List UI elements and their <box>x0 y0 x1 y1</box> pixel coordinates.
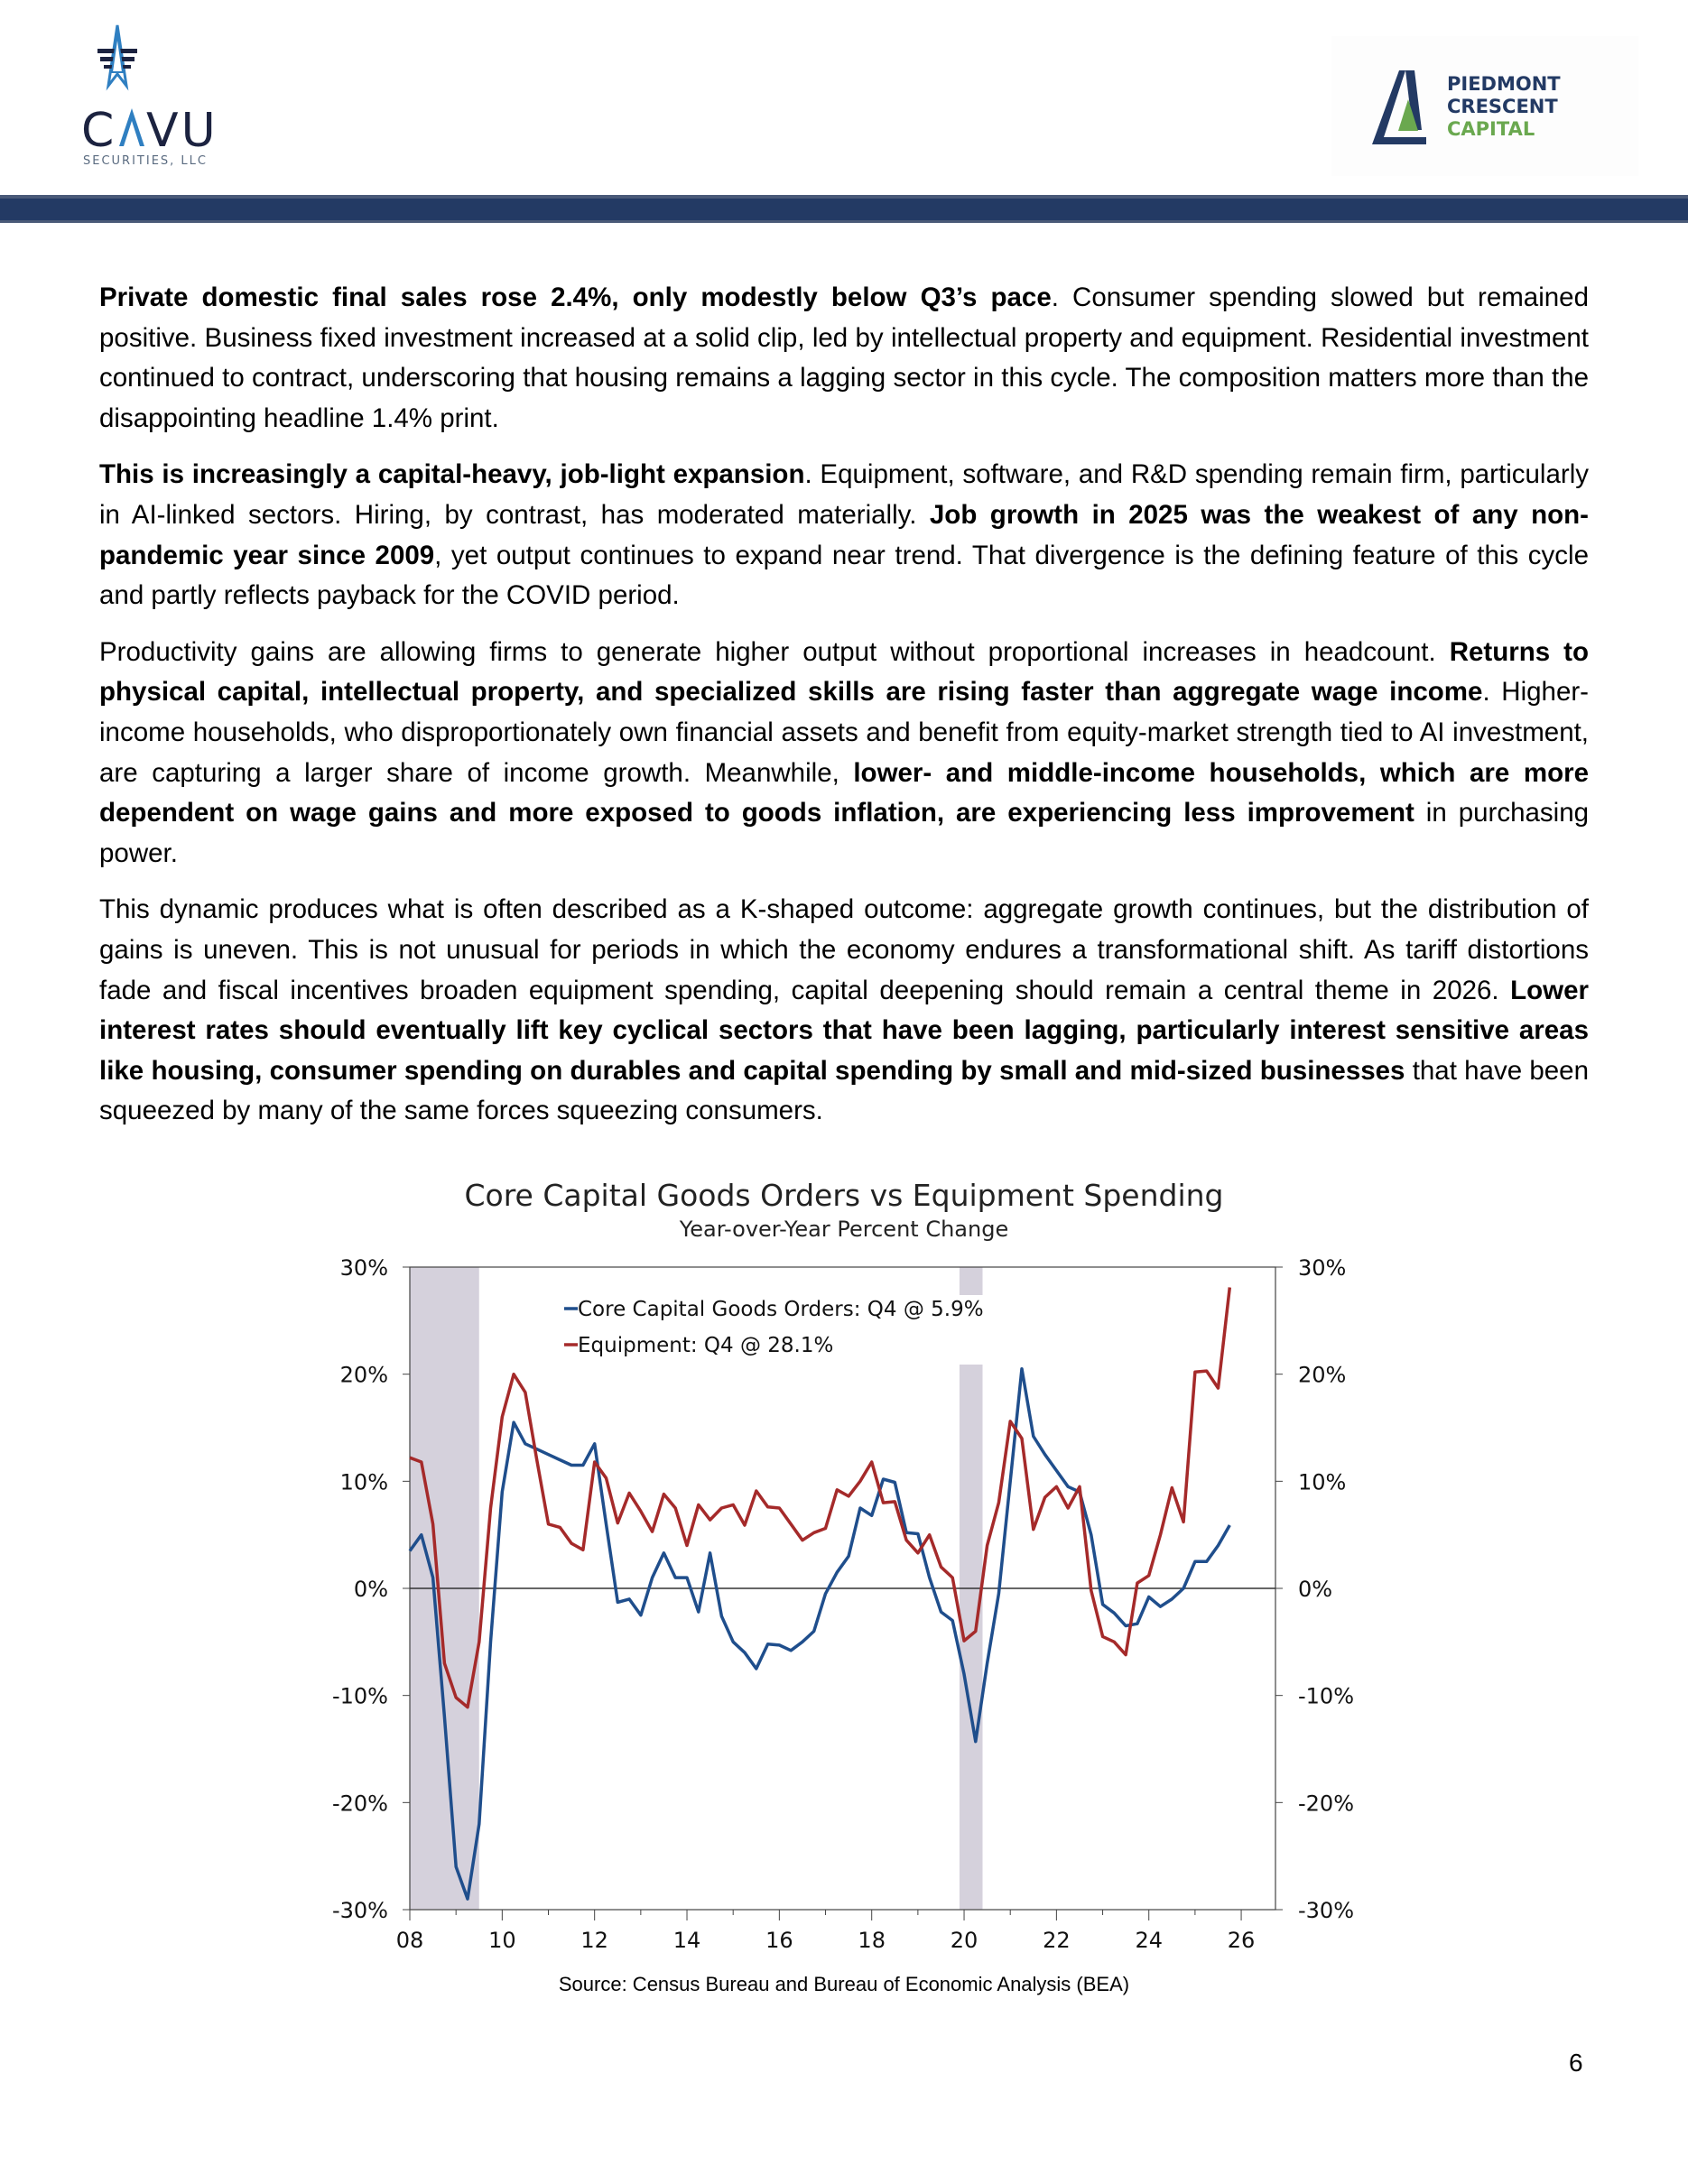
svg-text:SECURITIES, LLC: SECURITIES, LLC <box>83 154 208 168</box>
y-tick-label: -10% <box>332 1684 388 1709</box>
paragraph: This is increasingly a capital-heavy, jo… <box>99 455 1589 615</box>
bold-text: Job growth in 2025 was the weakest of an… <box>99 499 1589 570</box>
paragraph: Productivity gains are allowing firms to… <box>99 633 1589 875</box>
bold-text: Private domestic final sales rose 2.4%, … <box>99 282 1052 312</box>
x-tick-label: 24 <box>1135 1928 1163 1953</box>
svg-text:CRESCENT: CRESCENT <box>1447 96 1558 117</box>
y-tick-label: -20% <box>332 1791 388 1816</box>
piedmont-crescent-capital-logo: PIEDMONT CRESCENT CAPITAL <box>1331 36 1638 176</box>
paragraph: Private domestic final sales rose 2.4%, … <box>99 278 1589 439</box>
y-tick-label-right: 10% <box>1298 1469 1346 1495</box>
legend-box <box>542 1295 1047 1365</box>
chart-title: Core Capital Goods Orders vs Equipment S… <box>464 1178 1223 1213</box>
legend-label: Core Capital Goods Orders: Q4 @ 5.9% <box>578 1298 984 1321</box>
bold-text: This is increasingly a capital-heavy, jo… <box>99 459 805 490</box>
text: Productivity gains are allowing firms to… <box>99 636 1450 667</box>
y-tick-label: 0% <box>354 1577 388 1602</box>
y-tick-label-right: -30% <box>1298 1898 1354 1923</box>
header-band <box>0 195 1688 223</box>
bold-text: Lower interest rates should eventually l… <box>99 975 1589 1086</box>
x-tick-label: 08 <box>396 1928 424 1953</box>
core-capital-goods-line <box>408 1366 1231 1901</box>
text: . Equipment, software, and R&D spending … <box>99 459 1590 530</box>
x-tick-label: 12 <box>580 1928 608 1953</box>
legend-label: Equipment: Q4 @ 28.1% <box>578 1334 833 1357</box>
y-tick-label: -30% <box>332 1898 388 1923</box>
mountain-icon <box>1372 70 1426 144</box>
y-tick-label: 30% <box>340 1255 388 1281</box>
page-number: 6 <box>1569 2049 1583 2077</box>
chart-source: Source: Census Bureau and Bureau of Econ… <box>558 1973 1130 1995</box>
svg-text:VU: VU <box>146 104 218 158</box>
y-tick-label-right: 20% <box>1298 1363 1346 1388</box>
svg-text:C: C <box>81 104 116 158</box>
text: This dynamic produces what is often desc… <box>99 894 1589 1005</box>
svg-text:PIEDMONT: PIEDMONT <box>1447 73 1561 95</box>
chart: 30% 30% 20% 20% 10% 10% 0% 0% -10% -10% -20% -20% -3… <box>271 1164 1399 2004</box>
body-text: Private domestic final sales rose 2.4%, … <box>99 278 1589 1148</box>
text: . Higher-income households, who dispropo… <box>99 677 1589 788</box>
y-tick-label-right: 0% <box>1298 1577 1332 1602</box>
y-tick-label: 10% <box>340 1469 388 1495</box>
cavu-securities-logo: C VU SECURITIES, LLC <box>72 18 244 171</box>
y-tick-label: 20% <box>340 1363 388 1388</box>
bold-text: Returns to physical capital, intellectua… <box>99 636 1589 708</box>
text: in purchasing power. <box>99 798 1590 868</box>
chart-subtitle: Year-over-Year Percent Change <box>679 1217 1008 1242</box>
x-tick-label: 14 <box>673 1928 701 1953</box>
x-tick-label: 26 <box>1228 1928 1256 1953</box>
x-tick-label: 16 <box>765 1928 793 1953</box>
x-tick-label: 20 <box>951 1928 978 1953</box>
equipment-line <box>409 1287 1232 1709</box>
x-tick-label: 10 <box>488 1928 516 1953</box>
y-tick-label-right: 30% <box>1298 1255 1346 1281</box>
star-icon <box>97 24 137 91</box>
x-tick-label: 18 <box>858 1928 886 1953</box>
bold-text: lower- and middle-income households, whi… <box>99 757 1589 828</box>
text: that have been squeezed by many of the s… <box>99 1055 1589 1126</box>
y-tick-label-right: -10% <box>1298 1684 1354 1709</box>
x-tick-label: 22 <box>1043 1928 1071 1953</box>
text: , yet output continues to expand near tr… <box>99 540 1589 611</box>
svg-text:CAPITAL: CAPITAL <box>1447 118 1535 140</box>
y-tick-label-right: -20% <box>1298 1791 1354 1816</box>
paragraph: This dynamic produces what is often desc… <box>99 890 1589 1132</box>
text: . Consumer spending slowed but remained … <box>99 282 1589 433</box>
